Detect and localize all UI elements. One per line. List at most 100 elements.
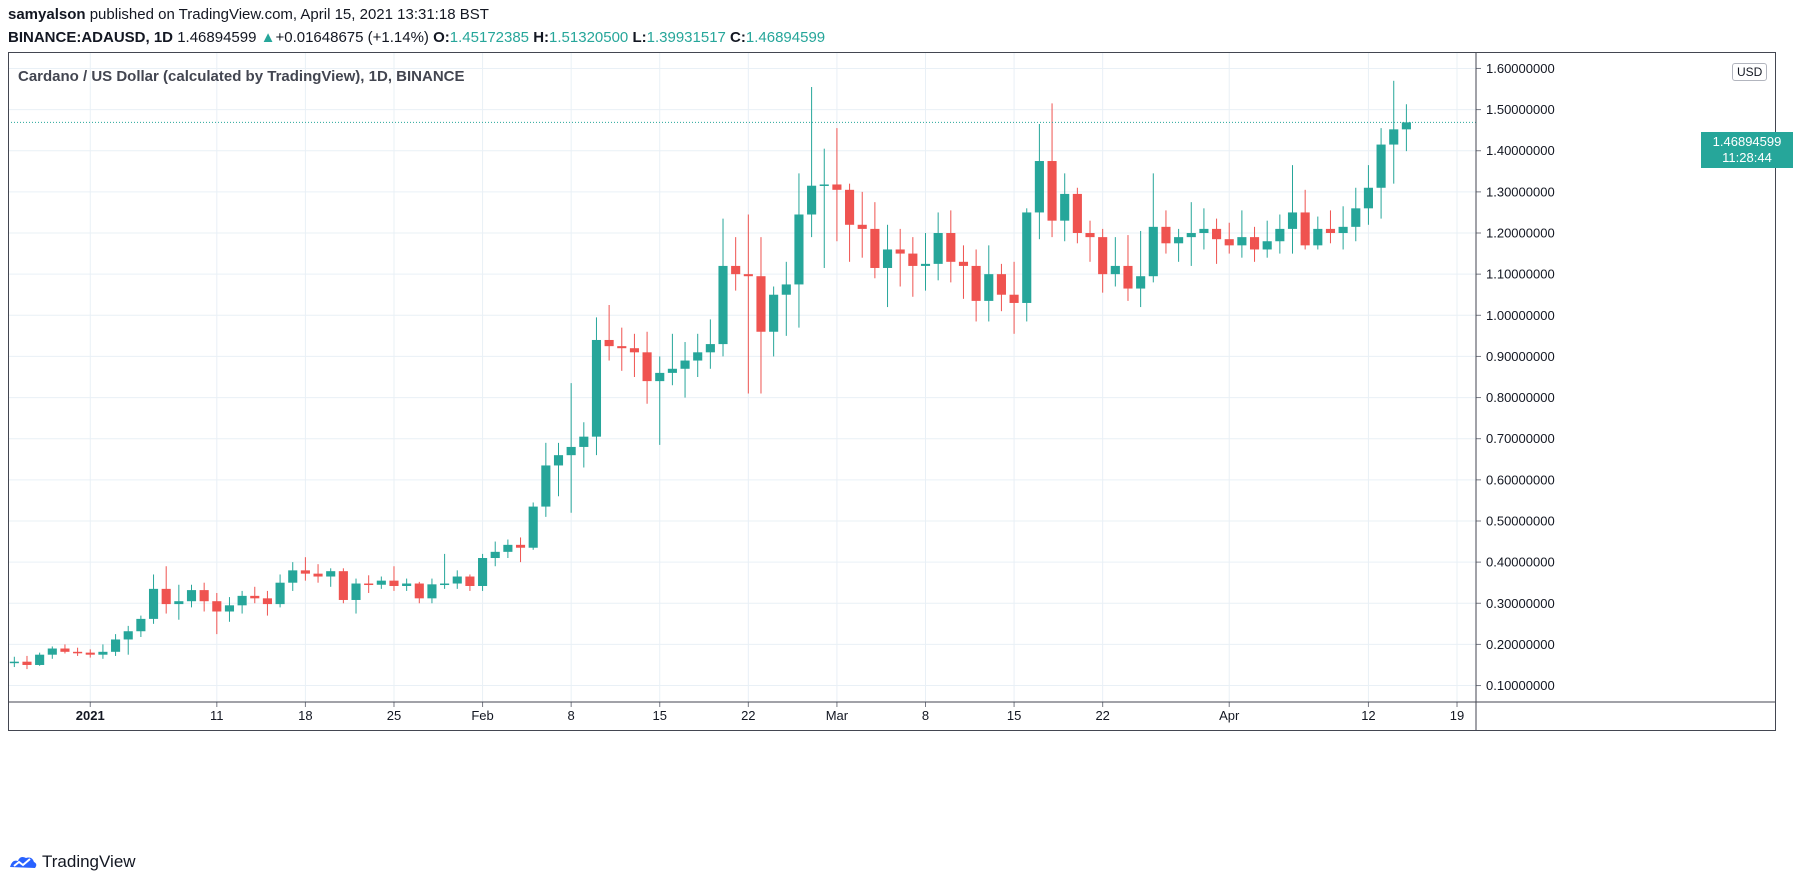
change-value: +0.01648675 (+1.14%) bbox=[275, 29, 429, 46]
candle-body bbox=[1098, 237, 1108, 275]
open-value: 1.45172385 bbox=[449, 29, 530, 46]
y-tick-label: 0.50000000 bbox=[1486, 513, 1555, 528]
candle-body bbox=[769, 294, 779, 332]
currency-badge[interactable]: USD bbox=[1732, 63, 1768, 81]
x-tick-label: 18 bbox=[298, 708, 312, 723]
candle-body bbox=[440, 583, 450, 586]
candle-body bbox=[22, 661, 32, 665]
y-tick-label: 0.80000000 bbox=[1486, 390, 1555, 405]
candle-body bbox=[1313, 228, 1323, 246]
candlestick-chart[interactable]: 0.10000000 0.20000000 0.30000000 0.40000000… bbox=[8, 52, 1776, 844]
y-tick-label: 1.60000000 bbox=[1486, 61, 1555, 76]
candle-body bbox=[996, 274, 1006, 295]
candle-body bbox=[1389, 129, 1399, 145]
candle-body bbox=[275, 582, 285, 605]
candle-body bbox=[705, 344, 715, 353]
candle-body bbox=[389, 580, 399, 586]
candle-body bbox=[199, 590, 209, 602]
y-tick-label: 0.10000000 bbox=[1486, 678, 1555, 693]
candle-body bbox=[313, 573, 323, 577]
candle-body bbox=[490, 551, 500, 559]
candle-body bbox=[1136, 276, 1146, 289]
price-tag-value: 1.46894599 bbox=[1712, 134, 1782, 149]
candle-body bbox=[1325, 228, 1336, 234]
candle-body bbox=[1047, 161, 1057, 221]
candle-body bbox=[667, 368, 677, 373]
candle-body bbox=[1110, 265, 1120, 275]
candle-body bbox=[326, 571, 336, 577]
candle-body bbox=[579, 436, 589, 447]
x-tick-label: 25 bbox=[387, 708, 401, 723]
candle-body bbox=[427, 584, 437, 599]
candle-body bbox=[1123, 265, 1133, 289]
candle-body bbox=[908, 253, 918, 266]
candle-body bbox=[1401, 122, 1411, 130]
candle-body bbox=[376, 580, 386, 585]
candle-body bbox=[655, 372, 665, 382]
candle-body bbox=[946, 233, 956, 262]
candle-body bbox=[832, 184, 842, 190]
symbol-label[interactable]: BINANCE:ADAUSD, 1D bbox=[8, 29, 174, 46]
y-tick-label: 1.00000000 bbox=[1486, 308, 1555, 323]
candle-body bbox=[174, 601, 184, 605]
candle-body bbox=[85, 652, 95, 655]
y-tick-label: 1.20000000 bbox=[1486, 226, 1555, 241]
x-tick-label: 15 bbox=[653, 708, 667, 723]
candle-body bbox=[35, 654, 45, 665]
candle-body bbox=[718, 265, 728, 345]
candle-body bbox=[1174, 237, 1184, 244]
candle-body bbox=[1338, 226, 1348, 234]
y-tick-label: 1.40000000 bbox=[1486, 143, 1555, 158]
price-tag-countdown: 11:28:44 bbox=[1722, 150, 1772, 165]
chart-border bbox=[8, 52, 1776, 731]
y-tick-label: 0.40000000 bbox=[1486, 555, 1555, 570]
x-tick-label: 15 bbox=[1007, 708, 1021, 723]
candle-body bbox=[1287, 212, 1298, 229]
x-tick-label: 22 bbox=[1095, 708, 1109, 723]
y-tick-label: 0.20000000 bbox=[1486, 637, 1555, 652]
x-tick-label: Feb bbox=[471, 708, 493, 723]
candle-body bbox=[98, 651, 108, 655]
last-price: 1.46894599 bbox=[177, 29, 257, 46]
candle-body bbox=[528, 506, 538, 548]
x-tick-label: 8 bbox=[922, 708, 929, 723]
publish-info: samyalson published on TradingView.com, … bbox=[8, 6, 489, 23]
candle-body bbox=[920, 263, 931, 266]
candle-body bbox=[338, 571, 348, 600]
candle-body bbox=[123, 631, 133, 640]
candle-body bbox=[958, 261, 969, 266]
x-tick-label: 22 bbox=[741, 708, 755, 723]
y-tick-label: 1.30000000 bbox=[1486, 184, 1555, 199]
candle-body bbox=[1212, 228, 1222, 240]
low-value: 1.39931517 bbox=[646, 29, 726, 46]
candle-body bbox=[224, 605, 235, 612]
author-name[interactable]: samyalson bbox=[8, 6, 86, 23]
candle-body bbox=[262, 598, 272, 605]
candle-body bbox=[503, 544, 513, 552]
candle-body bbox=[1376, 144, 1386, 188]
candle-body bbox=[364, 583, 374, 586]
candle-body bbox=[414, 583, 424, 599]
candle-body bbox=[351, 583, 361, 600]
candle-body bbox=[1249, 237, 1260, 250]
candle-body bbox=[845, 189, 855, 225]
candle-body bbox=[465, 576, 475, 586]
close-label: C: bbox=[730, 29, 746, 46]
y-tick-label: 1.50000000 bbox=[1486, 102, 1555, 117]
tradingview-logo[interactable]: TradingView bbox=[8, 852, 136, 872]
candle-body bbox=[933, 233, 943, 264]
candle-body bbox=[857, 224, 867, 229]
x-tick-label: Apr bbox=[1219, 708, 1240, 723]
candle-body bbox=[870, 228, 880, 268]
candle-body bbox=[1060, 193, 1070, 221]
candle-body bbox=[591, 339, 602, 437]
candle-body bbox=[882, 249, 893, 268]
x-tick-label: 8 bbox=[568, 708, 575, 723]
high-label: H: bbox=[533, 29, 550, 46]
published-text: published on TradingView.com, April 15, … bbox=[85, 6, 489, 23]
candle-body bbox=[1363, 187, 1373, 209]
ohlc-legend: BINANCE:ADAUSD, 1D 1.46894599 ▲+0.016486… bbox=[8, 29, 825, 46]
candle-body bbox=[604, 339, 614, 347]
x-tick-label: 19 bbox=[1450, 708, 1464, 723]
grid-lines bbox=[8, 52, 1476, 702]
